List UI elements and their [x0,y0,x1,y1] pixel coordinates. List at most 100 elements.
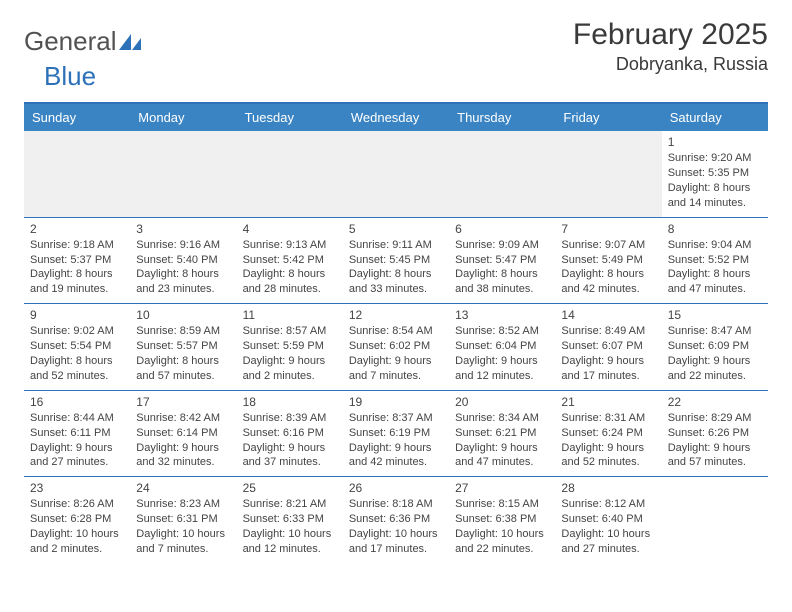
day-number: 19 [349,394,443,410]
sunrise-line: Sunrise: 8:15 AM [455,497,549,512]
day-cell: 21Sunrise: 8:31 AMSunset: 6:24 PMDayligh… [555,391,661,477]
sunset-line: Sunset: 6:31 PM [136,512,230,527]
sunrise-line: Sunrise: 8:52 AM [455,324,549,339]
week-row: 9Sunrise: 9:02 AMSunset: 5:54 PMDaylight… [24,303,768,390]
sail-icon [119,34,141,50]
day-number: 3 [136,221,230,237]
day-number: 18 [243,394,337,410]
day-number: 21 [561,394,655,410]
day-cell: 2Sunrise: 9:18 AMSunset: 5:37 PMDaylight… [24,218,130,304]
sunrise-line: Sunrise: 9:02 AM [30,324,124,339]
day-cell: 1Sunrise: 9:20 AMSunset: 5:35 PMDaylight… [662,131,768,217]
sunset-line: Sunset: 5:35 PM [668,166,762,181]
sunset-line: Sunset: 6:09 PM [668,339,762,354]
day-cell: 7Sunrise: 9:07 AMSunset: 5:49 PMDaylight… [555,218,661,304]
day-cell: 22Sunrise: 8:29 AMSunset: 6:26 PMDayligh… [662,391,768,477]
sunset-line: Sunset: 6:21 PM [455,426,549,441]
day-cell: 25Sunrise: 8:21 AMSunset: 6:33 PMDayligh… [237,477,343,563]
sunrise-line: Sunrise: 8:12 AM [561,497,655,512]
sunset-line: Sunset: 6:19 PM [349,426,443,441]
day-cell: 20Sunrise: 8:34 AMSunset: 6:21 PMDayligh… [449,391,555,477]
weeks-container: 1Sunrise: 9:20 AMSunset: 5:35 PMDaylight… [24,131,768,563]
day-cell: 26Sunrise: 8:18 AMSunset: 6:36 PMDayligh… [343,477,449,563]
day-number: 6 [455,221,549,237]
sunset-line: Sunset: 6:26 PM [668,426,762,441]
daylight-line: Daylight: 9 hours and 17 minutes. [561,354,655,384]
day-number: 7 [561,221,655,237]
day-number: 28 [561,480,655,496]
sunset-line: Sunset: 6:02 PM [349,339,443,354]
day-number: 8 [668,221,762,237]
day-number: 26 [349,480,443,496]
sunrise-line: Sunrise: 9:04 AM [668,238,762,253]
sunset-line: Sunset: 6:33 PM [243,512,337,527]
daylight-line: Daylight: 10 hours and 27 minutes. [561,527,655,557]
sunrise-line: Sunrise: 8:34 AM [455,411,549,426]
sunrise-line: Sunrise: 8:44 AM [30,411,124,426]
sunset-line: Sunset: 5:45 PM [349,253,443,268]
daylight-line: Daylight: 8 hours and 23 minutes. [136,267,230,297]
sunrise-line: Sunrise: 9:07 AM [561,238,655,253]
day-number: 4 [243,221,337,237]
daylight-line: Daylight: 8 hours and 47 minutes. [668,267,762,297]
sunset-line: Sunset: 6:36 PM [349,512,443,527]
sunset-line: Sunset: 5:40 PM [136,253,230,268]
sunrise-line: Sunrise: 9:16 AM [136,238,230,253]
empty-cell [555,131,661,217]
sunrise-line: Sunrise: 9:20 AM [668,151,762,166]
week-row: 16Sunrise: 8:44 AMSunset: 6:11 PMDayligh… [24,390,768,477]
logo-text-general: General [24,26,117,57]
daylight-line: Daylight: 9 hours and 12 minutes. [455,354,549,384]
empty-cell [24,131,130,217]
weekday-header: Tuesday [237,104,343,131]
day-number: 12 [349,307,443,323]
day-cell: 19Sunrise: 8:37 AMSunset: 6:19 PMDayligh… [343,391,449,477]
empty-cell [449,131,555,217]
day-number: 20 [455,394,549,410]
daylight-line: Daylight: 9 hours and 47 minutes. [455,441,549,471]
sunrise-line: Sunrise: 8:49 AM [561,324,655,339]
sunrise-line: Sunrise: 8:47 AM [668,324,762,339]
daylight-line: Daylight: 10 hours and 12 minutes. [243,527,337,557]
location-label: Dobryanka, Russia [573,54,768,75]
daylight-line: Daylight: 10 hours and 2 minutes. [30,527,124,557]
sunrise-line: Sunrise: 8:18 AM [349,497,443,512]
empty-cell [662,477,768,563]
empty-cell [130,131,236,217]
day-number: 16 [30,394,124,410]
sunset-line: Sunset: 5:47 PM [455,253,549,268]
day-cell: 23Sunrise: 8:26 AMSunset: 6:28 PMDayligh… [24,477,130,563]
sunrise-line: Sunrise: 8:26 AM [30,497,124,512]
daylight-line: Daylight: 9 hours and 37 minutes. [243,441,337,471]
sunset-line: Sunset: 6:24 PM [561,426,655,441]
day-cell: 28Sunrise: 8:12 AMSunset: 6:40 PMDayligh… [555,477,661,563]
sunrise-line: Sunrise: 8:42 AM [136,411,230,426]
sunrise-line: Sunrise: 9:09 AM [455,238,549,253]
sunset-line: Sunset: 6:38 PM [455,512,549,527]
day-cell: 15Sunrise: 8:47 AMSunset: 6:09 PMDayligh… [662,304,768,390]
daylight-line: Daylight: 9 hours and 42 minutes. [349,441,443,471]
sunset-line: Sunset: 6:16 PM [243,426,337,441]
day-number: 15 [668,307,762,323]
day-cell: 11Sunrise: 8:57 AMSunset: 5:59 PMDayligh… [237,304,343,390]
daylight-line: Daylight: 8 hours and 57 minutes. [136,354,230,384]
day-cell: 27Sunrise: 8:15 AMSunset: 6:38 PMDayligh… [449,477,555,563]
sunrise-line: Sunrise: 8:39 AM [243,411,337,426]
page-title: February 2025 [573,18,768,52]
sunrise-line: Sunrise: 8:54 AM [349,324,443,339]
day-cell: 8Sunrise: 9:04 AMSunset: 5:52 PMDaylight… [662,218,768,304]
empty-cell [343,131,449,217]
daylight-line: Daylight: 8 hours and 42 minutes. [561,267,655,297]
daylight-line: Daylight: 8 hours and 14 minutes. [668,181,762,211]
logo-text-blue: Blue [44,61,96,92]
daylight-line: Daylight: 9 hours and 22 minutes. [668,354,762,384]
logo: General [24,26,143,57]
sunset-line: Sunset: 6:40 PM [561,512,655,527]
sunrise-line: Sunrise: 8:59 AM [136,324,230,339]
day-cell: 9Sunrise: 9:02 AMSunset: 5:54 PMDaylight… [24,304,130,390]
sunrise-line: Sunrise: 8:29 AM [668,411,762,426]
daylight-line: Daylight: 9 hours and 57 minutes. [668,441,762,471]
sunrise-line: Sunrise: 9:11 AM [349,238,443,253]
daylight-line: Daylight: 8 hours and 19 minutes. [30,267,124,297]
sunset-line: Sunset: 5:49 PM [561,253,655,268]
